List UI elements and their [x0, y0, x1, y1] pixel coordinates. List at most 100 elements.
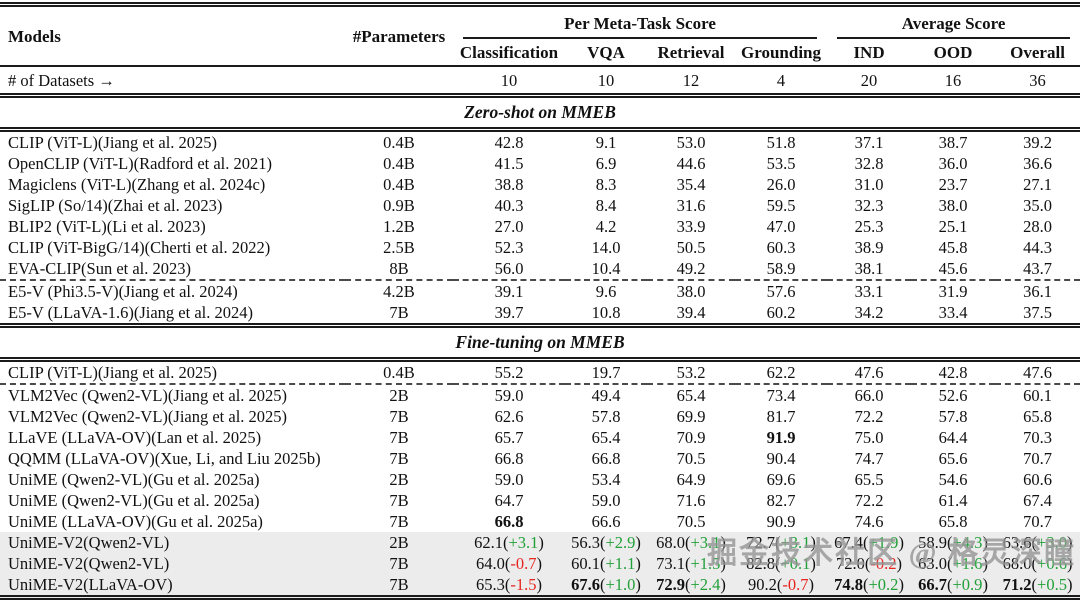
model-name-cell: UniME (Qwen2-VL)(Gu et al. 2025a) — [8, 470, 260, 489]
score-cell: 43.7 — [1023, 259, 1052, 278]
model-name-cell: CLIP (ViT-L)(Jiang et al. 2025) — [8, 363, 218, 382]
section-title: Fine-tuning on MMEB — [0, 323, 1080, 362]
score-cell: 45.6 — [938, 259, 968, 278]
score-cell: 61.4 — [938, 491, 968, 510]
score-cell: 91.9 — [766, 428, 796, 447]
parameters-cell: 2B — [345, 383, 453, 406]
score-cell: 34.2 — [854, 303, 884, 322]
datasets-row-label: # of Datasets → — [8, 70, 115, 90]
section-title: Zero-shot on MMEB — [0, 93, 1080, 132]
column-header-models: Models — [0, 4, 345, 67]
datasets-count-cell: 4 — [776, 70, 786, 90]
score-cell: 68.0(+3.1) — [647, 532, 735, 553]
score-cell: 74.6 — [854, 512, 884, 531]
score-cell: 53.5 — [766, 154, 796, 173]
datasets-count-cell: 12 — [682, 70, 700, 90]
delta-positive: +2.9 — [605, 533, 636, 552]
score-cell: 60.1(+1.1) — [565, 553, 647, 574]
column-header-ind: IND — [827, 39, 912, 67]
table-row: VLM2Vec (Qwen2-VL)(Jiang et al. 2025) 2B 5… — [0, 383, 1080, 406]
score-cell: 53.0 — [676, 133, 706, 152]
score-cell: 63.6(+3.0) — [995, 532, 1080, 553]
score-cell: 60.6 — [1023, 470, 1052, 489]
score-cell: 73.4 — [735, 383, 828, 406]
score-cell: 71.6 — [676, 491, 706, 510]
score-cell: 67.6(+1.0) — [565, 574, 647, 598]
datasets-count-cell — [345, 66, 453, 96]
parameters-cell: 7B — [345, 553, 453, 574]
score-cell: 59.5 — [766, 196, 796, 215]
score-cell: 90.4 — [766, 449, 796, 468]
delta-negative: -0.7 — [510, 554, 537, 573]
column-header-ood: OOD — [911, 39, 996, 67]
score-cell: 59.0 — [591, 491, 621, 510]
delta-positive: +1.0 — [605, 575, 636, 594]
score-cell: 62.6 — [494, 407, 524, 426]
model-name-cell: Magiclens (ViT-L)(Zhang et al. 2024c) — [8, 175, 266, 194]
score-cell: 56.0 — [494, 259, 524, 278]
score-cell: 58.9 — [766, 259, 796, 278]
table-row: EVA-CLIP(Sun et al. 2023) 8B 56.0 10.4 49.2 5… — [0, 258, 1080, 280]
delta-positive: +4.3 — [952, 533, 983, 552]
column-header-retrieval: Retrieval — [647, 39, 735, 67]
delta-positive: +1.6 — [952, 554, 983, 573]
delta-positive: +0.9 — [952, 575, 983, 594]
model-name-cell: OpenCLIP (ViT-L)(Radford et al. 2021) — [8, 154, 273, 173]
score-cell: 57.6 — [735, 279, 828, 302]
score-cell: 4.2 — [595, 217, 617, 236]
score-cell: 70.7 — [1023, 449, 1052, 468]
score-cell: 47.6 — [854, 363, 884, 382]
score-cell: 62.2 — [766, 363, 796, 382]
score-cell: 27.0 — [494, 217, 524, 236]
score-cell: 72.2 — [854, 491, 884, 510]
score-cell: 25.3 — [854, 217, 884, 236]
header-row-groups: Models #Parameters Per Meta-Task Score A… — [0, 4, 1080, 67]
score-cell: 33.4 — [938, 303, 968, 322]
delta-positive: +2.4 — [690, 575, 721, 594]
score-cell: 74.8(+0.2) — [827, 574, 912, 598]
score-cell: 31.9 — [911, 279, 996, 302]
score-cell: 66.8 — [494, 512, 524, 531]
score-cell: 70.5 — [676, 449, 706, 468]
group-header-average: Average Score — [827, 5, 1080, 39]
score-cell: 38.9 — [854, 238, 884, 257]
model-name-cell: VLM2Vec (Qwen2-VL)(Jiang et al. 2025) — [0, 383, 345, 406]
score-cell: 64.4 — [938, 428, 968, 447]
table-row: UniME (Qwen2-VL)(Gu et al. 2025a) 2B 59.0 5… — [0, 469, 1080, 490]
score-cell: 55.2 — [494, 363, 524, 382]
score-cell: 64.0(-0.7) — [453, 553, 565, 574]
score-cell: 8.4 — [595, 196, 617, 215]
score-cell: 49.2 — [676, 259, 706, 278]
score-cell: 82.7 — [766, 491, 796, 510]
table-row: E5-V (LLaVA-1.6)(Jiang et al. 2024) 7B 39.… — [0, 302, 1080, 326]
table-row: QQMM (LLaVA-OV)(Xue, Li, and Liu 2025b) 7… — [0, 448, 1080, 469]
model-name-cell: VLM2Vec (Qwen2-VL)(Jiang et al. 2025) — [8, 407, 288, 426]
model-name-cell: UniME-V2(Qwen2-VL) — [0, 532, 345, 553]
score-cell: 53.2 — [676, 363, 706, 382]
datasets-count-cell: 10 — [597, 70, 615, 90]
score-cell: 38.1 — [854, 259, 884, 278]
score-cell: 90.9 — [766, 512, 796, 531]
model-name-cell: E5-V (LLaVA-1.6)(Jiang et al. 2024) — [8, 303, 253, 322]
score-cell: 36.1 — [995, 279, 1080, 302]
score-cell: 72.0(-0.2) — [827, 553, 912, 574]
column-header-classification: Classification — [453, 39, 565, 67]
table-row: UniME (LLaVA-OV)(Gu et al. 2025a) 7B 66.8 6… — [0, 511, 1080, 532]
table-row: SigLIP (So/14)(Zhai et al. 2023) 0.9B 40.3… — [0, 195, 1080, 216]
score-cell: 60.2 — [766, 303, 796, 322]
parameters-cell: 7B — [389, 407, 409, 426]
score-cell: 32.8 — [854, 154, 884, 173]
delta-positive: +0.6 — [1037, 554, 1067, 573]
score-cell: 65.4 — [647, 383, 735, 406]
score-cell: 58.9(+4.3) — [911, 532, 996, 553]
column-header-grounding: Grounding — [735, 39, 828, 67]
score-cell: 27.1 — [1023, 175, 1052, 194]
delta-positive: +3.1 — [690, 533, 721, 552]
score-cell: 47.6 — [1023, 363, 1052, 382]
score-cell: 64.7 — [494, 491, 524, 510]
datasets-count-cell: 16 — [944, 70, 962, 90]
table-row: OpenCLIP (ViT-L)(Radford et al. 2021) 0.4… — [0, 153, 1080, 174]
score-cell: 70.9 — [676, 428, 706, 447]
model-name-cell: BLIP2 (ViT-L)(Li et al. 2023) — [8, 217, 206, 236]
